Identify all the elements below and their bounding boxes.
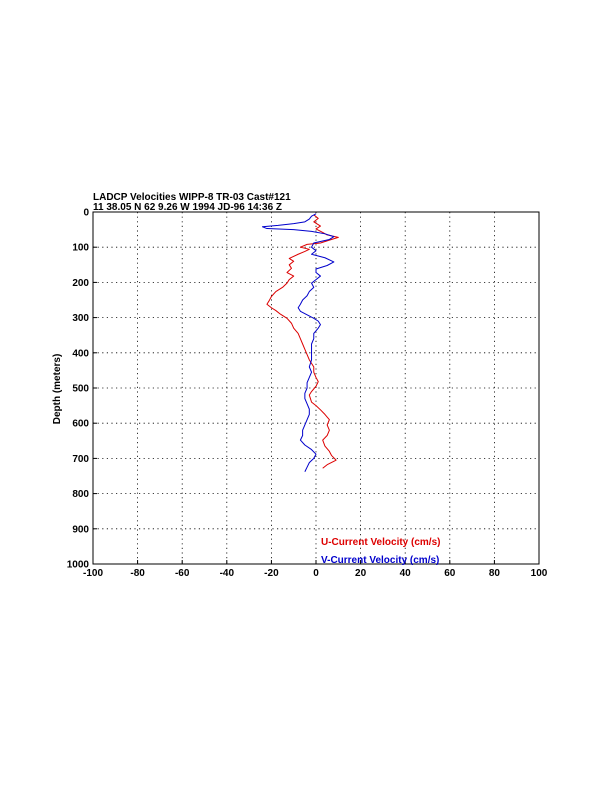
y-tick-label: 400 xyxy=(72,348,89,359)
chart-title-line-1: LADCP Velocities WIPP-8 TR-03 Cast#121 xyxy=(93,192,291,203)
x-tick-label: 80 xyxy=(489,568,501,579)
chart-title-line-2: 11 38.05 N 62 9.26 W 1994 JD-96 14:36 Z xyxy=(93,202,282,213)
x-tick-label: -20 xyxy=(264,568,279,579)
y-tick-label: 100 xyxy=(72,243,89,254)
series-layer xyxy=(261,213,339,472)
y-tick-label: 500 xyxy=(72,384,89,395)
grid xyxy=(92,211,540,565)
x-tick-label: -60 xyxy=(175,568,190,579)
y-tick-label: 700 xyxy=(72,454,89,465)
y-tick-label: 1000 xyxy=(67,560,90,571)
x-tick-label: -80 xyxy=(130,568,145,579)
y-tick-label: 0 xyxy=(83,208,89,219)
y-tick-label: 200 xyxy=(72,278,89,289)
x-tick-label: 100 xyxy=(531,568,548,579)
y-tick-label: 300 xyxy=(72,313,89,324)
x-tick-label: -100 xyxy=(83,568,103,579)
legend-u-current: U-Current Velocity (cm/s) xyxy=(321,537,440,548)
y-tick-labels: 0 100 200 300 400 500 600 700 800 900 1000 xyxy=(67,208,90,571)
y-axis-label: Depth (meters) xyxy=(52,354,63,425)
x-tick-label: 20 xyxy=(355,568,367,579)
x-tick-label: 0 xyxy=(313,568,319,579)
v-current-line xyxy=(261,213,335,472)
plot-frame xyxy=(92,211,540,565)
x-tick-labels: -100 -80 -60 -40 -20 0 20 40 60 80 100 xyxy=(83,568,548,579)
x-tick-label: -40 xyxy=(220,568,235,579)
u-current-line xyxy=(266,214,339,469)
x-tick-label: 40 xyxy=(400,568,412,579)
y-tick-label: 600 xyxy=(72,419,89,430)
y-tick-label: 800 xyxy=(72,489,89,500)
x-tick-label: 60 xyxy=(444,568,456,579)
legend-v-current: V-Current Velocity (cm/s) xyxy=(321,555,439,566)
y-tick-label: 900 xyxy=(72,524,89,535)
